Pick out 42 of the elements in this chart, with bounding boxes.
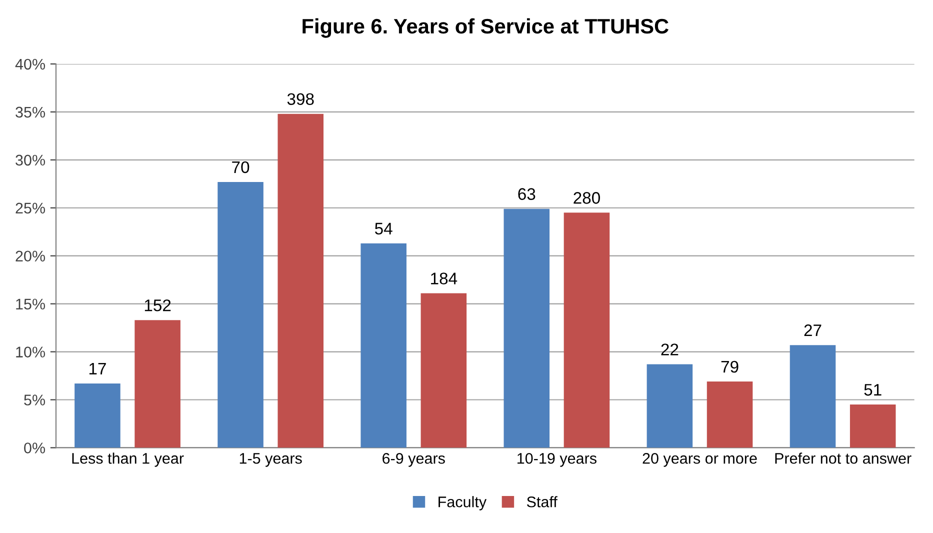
y-tick-label: 30%	[16, 154, 46, 166]
x-tick-label: Less than 1 year	[72, 452, 184, 467]
x-tick-label: Prefer not to answer	[775, 452, 912, 464]
annotation: 152	[144, 299, 171, 312]
y-tick-label: 35%	[16, 106, 46, 118]
x-tick-label: 6-9 years	[382, 452, 445, 467]
x-tick-label: 10-19 years	[518, 452, 596, 467]
annotation: 54	[374, 222, 392, 235]
annotation: 22	[661, 344, 678, 356]
y-tick-label: 25%	[16, 202, 46, 214]
annotation: 70	[232, 161, 250, 174]
y-tick-label: 0%	[24, 442, 46, 454]
annotation: 51	[864, 384, 882, 396]
bar	[134, 320, 180, 448]
bar	[564, 212, 610, 448]
y-tick-label: 20%	[16, 250, 46, 262]
bar	[790, 345, 836, 448]
legend-label: Faculty	[438, 496, 487, 510]
bar	[74, 383, 120, 448]
bar	[706, 382, 753, 448]
bar	[504, 208, 550, 448]
bar	[420, 293, 467, 448]
annotation: 184	[431, 272, 458, 284]
y-tick-label: 15%	[16, 298, 46, 310]
y-tick-label: 10%	[16, 346, 46, 358]
annotation: 63	[518, 188, 536, 200]
y-tick-label: 5%	[24, 394, 46, 406]
y-tick-label: 40%	[15, 58, 46, 70]
x-tick-label: 1-5 years	[240, 453, 302, 467]
legend-label: Staff	[526, 496, 558, 508]
x-tick-label: 20 years or more	[642, 452, 757, 467]
chart-title: Figure 6. Years of Service at TTUHSC	[302, 18, 669, 38]
annotation: 17	[89, 362, 106, 374]
bar	[646, 364, 693, 448]
bar	[218, 182, 264, 448]
bar	[850, 404, 896, 448]
bar	[360, 243, 406, 448]
bar	[278, 114, 324, 448]
annotation: 280	[574, 192, 600, 204]
annotation: 398	[287, 93, 314, 105]
annotation: 27	[804, 324, 822, 336]
annotation: 79	[721, 360, 738, 373]
